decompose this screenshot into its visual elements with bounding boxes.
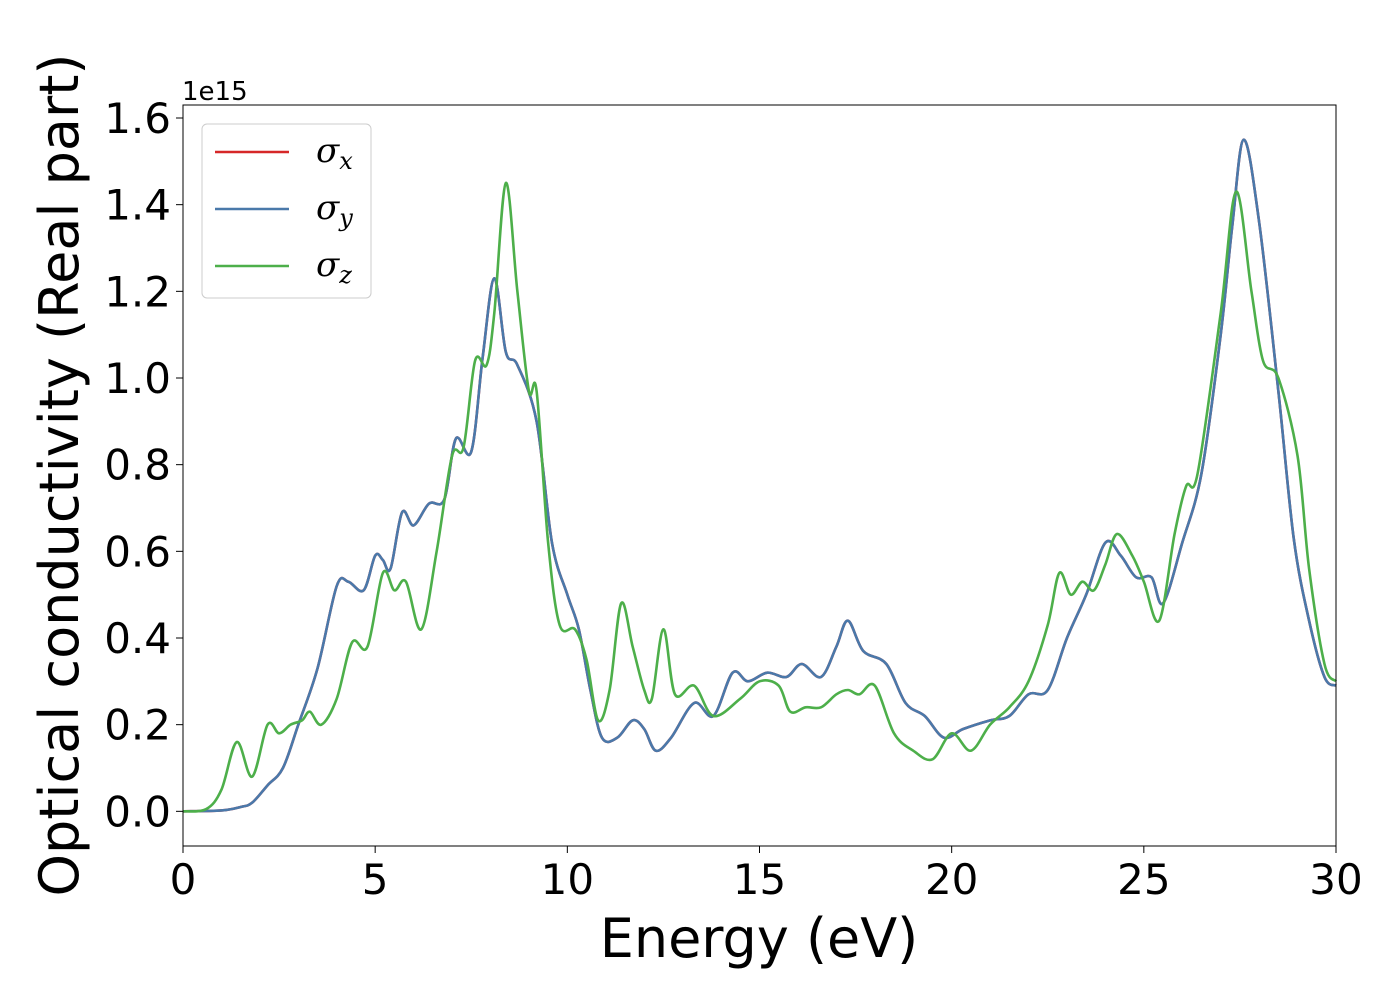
y-tick-label: 0.6 — [104, 527, 171, 576]
x-tick-label: 25 — [1117, 855, 1170, 904]
x-tick-label: 10 — [541, 855, 594, 904]
x-tick-label: 5 — [362, 855, 389, 904]
x-tick-label: 20 — [925, 855, 978, 904]
y-tick-label: 0.0 — [104, 787, 171, 836]
series-line-y — [182, 138, 1337, 813]
legend-label-z: σz — [316, 245, 352, 289]
y-tick-label: 1.2 — [104, 267, 171, 316]
legend-label-y: σy — [316, 188, 353, 232]
x-tick-label: 15 — [733, 855, 786, 904]
y-tick-label: 0.4 — [104, 614, 171, 663]
y-tick-label: 1.4 — [104, 181, 171, 230]
y-offset-label: 1e15 — [182, 77, 248, 107]
series-line-z — [182, 181, 1338, 813]
y-tick-label: 1.6 — [104, 94, 171, 143]
legend: σx σy σz — [201, 123, 372, 299]
x-axis-label: Energy (eV) — [600, 907, 919, 970]
y-tick-label: 1.0 — [104, 354, 171, 403]
legend-label-x: σx — [316, 131, 353, 175]
legend-box — [201, 123, 372, 299]
plot-lines — [182, 138, 1338, 813]
x-tick-label: 0 — [170, 855, 197, 904]
y-tick-label: 0.2 — [104, 701, 171, 750]
y-tick-label: 0.8 — [104, 441, 171, 490]
axis-ticks: 0 5 10 15 20 25 30 0.0 0.2 0.4 0.6 0.8 1.0 1.2 1.4 1.6 — [104, 94, 1363, 904]
y-axis-label: Optical conductivity (Real part) — [28, 54, 91, 897]
x-tick-label: 30 — [1309, 855, 1362, 904]
